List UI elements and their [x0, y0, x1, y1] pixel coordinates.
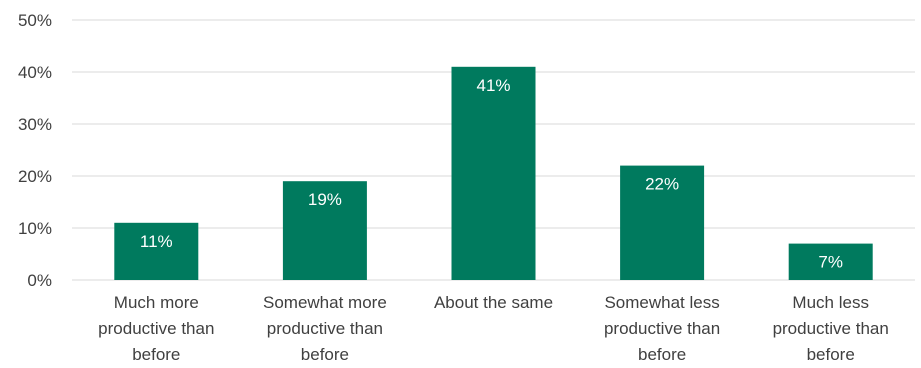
category-label-line: productive than — [267, 319, 383, 338]
category-label: Much more productive than before — [98, 293, 214, 364]
bar — [451, 66, 536, 280]
category-label-line: before — [638, 345, 686, 364]
y-tick-label: 10% — [18, 219, 52, 238]
category-label-line: Much less — [792, 293, 869, 312]
category-label-line: Somewhat less — [604, 293, 719, 312]
data-label: 19% — [308, 190, 342, 209]
bar — [114, 222, 199, 280]
category-label: About the same — [434, 293, 553, 312]
bar — [282, 181, 367, 280]
data-labels: 11% 19% 41% 22% 7% — [140, 76, 843, 272]
y-tick-label: 20% — [18, 167, 52, 186]
category-label-line: before — [807, 345, 855, 364]
y-tick-label: 50% — [18, 11, 52, 30]
category-label-line: before — [132, 345, 180, 364]
category-label-line: before — [301, 345, 349, 364]
y-axis-tick-labels: 0% 10% 20% 30% 40% 50% — [18, 11, 52, 290]
category-label-line: productive than — [773, 319, 889, 338]
category-label: Much less productive than before — [773, 293, 889, 364]
category-label: Somewhat less productive than before — [604, 293, 720, 364]
bars — [114, 66, 873, 280]
category-label: Somewhat more productive than before — [263, 293, 387, 364]
category-label-line: productive than — [604, 319, 720, 338]
y-tick-label: 40% — [18, 63, 52, 82]
category-label-line: Much more — [114, 293, 199, 312]
data-label: 41% — [476, 76, 510, 95]
data-label: 7% — [818, 253, 843, 272]
y-tick-label: 0% — [27, 271, 52, 290]
data-label: 22% — [645, 175, 679, 194]
category-label-line: productive than — [98, 319, 214, 338]
y-tick-label: 30% — [18, 115, 52, 134]
bar — [620, 165, 705, 280]
data-label: 11% — [140, 232, 173, 251]
category-label-line: Somewhat more — [263, 293, 387, 312]
bar — [788, 243, 873, 280]
category-label-line: About the same — [434, 293, 553, 312]
